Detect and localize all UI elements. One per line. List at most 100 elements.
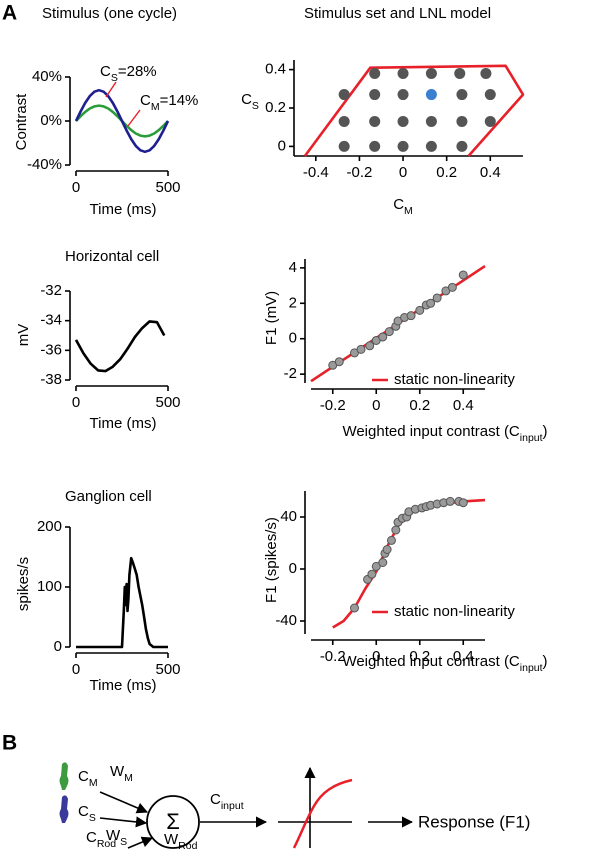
y-axis-label: CS — [241, 91, 259, 112]
data-point — [371, 561, 381, 571]
data-point — [382, 545, 392, 554]
chart-title: Horizontal cell — [65, 248, 159, 265]
data-point — [369, 115, 381, 127]
data-point — [484, 89, 496, 101]
data-point — [334, 357, 344, 367]
arrow — [99, 791, 149, 814]
annotation-part: C — [140, 92, 151, 109]
annotation-part: S — [111, 72, 118, 84]
x-axis-label-part: Time (ms) — [90, 677, 157, 694]
y-tick-label: 0 — [278, 137, 286, 154]
x-axis-label-part: input — [520, 432, 543, 444]
data-point — [425, 89, 437, 101]
x-axis-label-part: ) — [543, 653, 548, 670]
x-axis-label-part: Time (ms) — [90, 201, 157, 218]
y-axis-label: Contrast — [13, 93, 30, 151]
y-axis-label-part: Contrast — [13, 93, 30, 151]
y-axis-label-part: F1 (mV) — [263, 291, 280, 345]
x-tick-label: -0.2 — [346, 164, 372, 181]
data-point — [425, 67, 437, 79]
y-tick-label: -38 — [40, 371, 62, 388]
data-point — [432, 293, 442, 303]
y-tick-label: 40% — [32, 68, 62, 85]
weight-label: WRod — [164, 831, 198, 852]
x-tick-label: 0 — [372, 648, 380, 665]
data-point — [338, 89, 350, 101]
data-point — [397, 140, 409, 152]
data-line — [303, 64, 525, 157]
y-tick-label: 200 — [37, 518, 62, 535]
input-label-part: C — [78, 803, 89, 820]
data-point — [367, 569, 377, 579]
data-point — [458, 270, 468, 280]
data-point — [386, 535, 396, 545]
weight-label-part: W — [164, 831, 179, 848]
y-axis-label: mV — [15, 324, 32, 347]
annotation-part: =14% — [160, 92, 199, 109]
data-point — [397, 67, 409, 79]
data-point — [350, 603, 359, 613]
data-point — [391, 525, 401, 535]
chart-title: Ganglion cell — [65, 488, 152, 505]
x-tick-label: 0.4 — [453, 397, 474, 414]
x-axis-label-part: ) — [543, 423, 548, 440]
data-point — [406, 311, 416, 321]
x-tick-label: 0 — [72, 179, 80, 196]
y-axis-label-part: C — [241, 91, 252, 108]
x-axis-label-part: input — [520, 662, 543, 674]
weight-label: WS — [106, 827, 127, 848]
x-axis-label: Time (ms) — [90, 677, 157, 694]
x-tick-label: 0 — [72, 394, 80, 411]
data-point — [425, 115, 437, 127]
data-line — [74, 88, 170, 154]
y-tick-label: 40 — [280, 508, 297, 525]
annotation-leader — [105, 81, 117, 98]
x-axis-label-part: Time (ms) — [90, 415, 157, 432]
x-tick-label: 0.2 — [409, 648, 430, 665]
y-tick-label: 0.4 — [265, 61, 286, 78]
data-point — [425, 140, 437, 152]
weight-label: WM — [110, 763, 133, 784]
data-point — [458, 498, 468, 508]
output-label-part: input — [221, 800, 244, 812]
x-tick-label: 0 — [399, 164, 407, 181]
s-cone-icon — [59, 795, 69, 823]
x-tick-label: -0.2 — [320, 648, 346, 665]
input-label-part: S — [89, 812, 96, 824]
legend-label: static non-linearity — [394, 603, 515, 620]
y-tick-label: 0 — [54, 638, 62, 655]
data-point — [454, 67, 466, 79]
input-label: CRod — [86, 829, 116, 850]
y-axis-label-part: mV — [15, 324, 32, 347]
data-point — [369, 89, 381, 101]
data-point — [456, 115, 468, 127]
input-label-part: C — [86, 829, 97, 846]
output-label: Cinput — [210, 791, 244, 812]
data-point — [384, 327, 394, 337]
x-axis-label-part: Weighted input contrast (C — [342, 653, 519, 670]
sum-symbol: Σ — [166, 809, 180, 834]
weight-label-part: W — [110, 763, 125, 780]
arrow — [99, 816, 148, 828]
input-label: CS — [78, 803, 96, 824]
data-point — [480, 67, 492, 79]
x-tick-label: 0 — [72, 661, 80, 678]
y-tick-label: -32 — [40, 282, 62, 299]
annotation-leader — [127, 109, 141, 127]
data-point — [378, 558, 388, 567]
response-label: Response (F1) — [418, 812, 530, 831]
input-label-part: C — [78, 768, 89, 785]
data-point — [415, 305, 425, 315]
data-point — [397, 89, 409, 101]
chart-title: Stimulus set and LNL model — [304, 5, 491, 22]
data-point — [369, 140, 381, 152]
x-tick-label: 0 — [372, 397, 380, 414]
y-tick-label: 2 — [289, 294, 297, 311]
x-tick-label: 500 — [155, 179, 180, 196]
panel-label: A — [2, 2, 17, 25]
chart-title: Stimulus (one cycle) — [42, 5, 177, 22]
x-tick-label: 0.4 — [480, 164, 501, 181]
panel-label: B — [2, 732, 17, 755]
data-point — [369, 67, 381, 79]
